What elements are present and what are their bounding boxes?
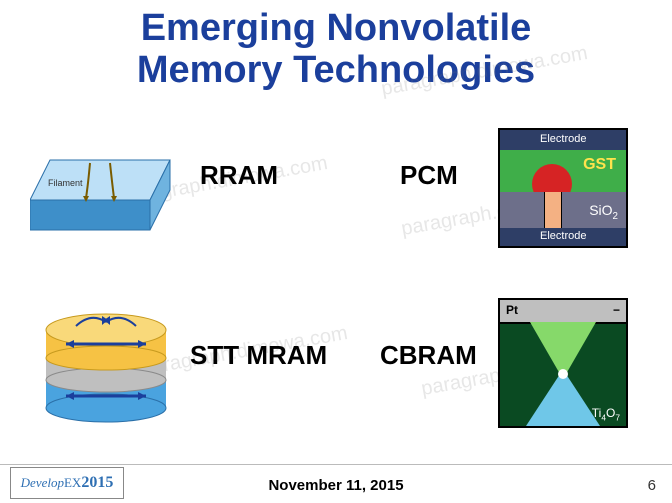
footer: DevelopEX2015 November 11, 2015 6 xyxy=(0,464,672,503)
cbram-pt-label: Pt xyxy=(506,303,518,317)
pcm-diagram: Electrode GST SiO2 Electrode xyxy=(498,128,628,248)
pcm-label: PCM xyxy=(400,160,458,191)
cbram-top-electrode xyxy=(500,300,626,322)
slide: { "title_line1": "Emerging Nonvolatile",… xyxy=(0,0,672,503)
title-line1: Emerging Nonvolatile xyxy=(141,7,532,49)
page-number: 6 xyxy=(648,477,656,494)
cbram-o: O xyxy=(606,406,615,420)
cbram-7: 7 xyxy=(615,412,620,422)
pcm-top-electrode-label: Electrode xyxy=(540,133,586,145)
slide-title: Emerging Nonvolatile Memory Technologies xyxy=(0,8,672,92)
pcm-heater-pillar xyxy=(544,192,562,228)
pcm-sio2-text: SiO xyxy=(589,202,612,218)
stt-diagram xyxy=(36,300,176,430)
cbram-ti4o7-label: Ti4O7 xyxy=(592,406,620,422)
pcm-sio2-sub: 2 xyxy=(613,211,618,222)
cbram-minus: − xyxy=(613,303,620,317)
pcm-bot-electrode-label: Electrode xyxy=(540,230,586,242)
cbram-ti: Ti xyxy=(592,406,602,420)
cbram-label: CBRAM xyxy=(380,340,477,371)
pcm-sio2-label: SiO2 xyxy=(589,202,618,222)
stt-svg xyxy=(36,300,176,430)
rram-diagram: Filament xyxy=(30,130,190,240)
pcm-gst-label: GST xyxy=(583,156,616,174)
stt-label: STT MRAM xyxy=(190,340,327,371)
rram-label: RRAM xyxy=(200,160,278,191)
rram-filament-label: Filament xyxy=(48,178,83,188)
footer-date: November 11, 2015 xyxy=(0,477,672,494)
cbram-diagram: Pt − Ti4O7 xyxy=(498,298,628,428)
title-line2: Memory Technologies xyxy=(137,49,535,91)
